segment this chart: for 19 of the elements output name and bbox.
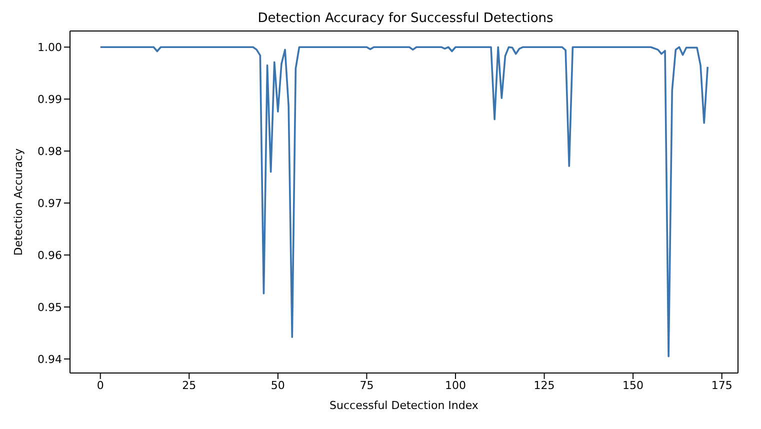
y-tick-label: 0.94 [38, 352, 62, 366]
x-tick-label: 125 [534, 378, 555, 392]
line-series [99, 46, 709, 358]
x-tick-label: 100 [444, 378, 466, 392]
x-tick-label: 75 [360, 378, 374, 392]
y-tick-label: 0.99 [38, 92, 62, 106]
x-tick-label: 25 [182, 378, 196, 392]
y-tick-label: 0.95 [38, 300, 62, 314]
x-tick-label: 50 [270, 378, 285, 392]
y-tick-label: 1.00 [38, 41, 62, 54]
x-tick-label: 175 [711, 378, 732, 392]
chart-title: Detection Accuracy for Successful Detections [256, 10, 554, 28]
x-axis-title: Successful Detection Index [330, 399, 479, 412]
y-axis-title: Detection Accuracy [12, 148, 25, 256]
y-tick-label: 0.96 [38, 248, 62, 262]
y-tick-label: 0.98 [38, 144, 62, 158]
x-tick-label: 150 [622, 378, 644, 392]
y-tick-label: 0.97 [38, 196, 62, 210]
x-tick-label: 0 [96, 378, 104, 392]
